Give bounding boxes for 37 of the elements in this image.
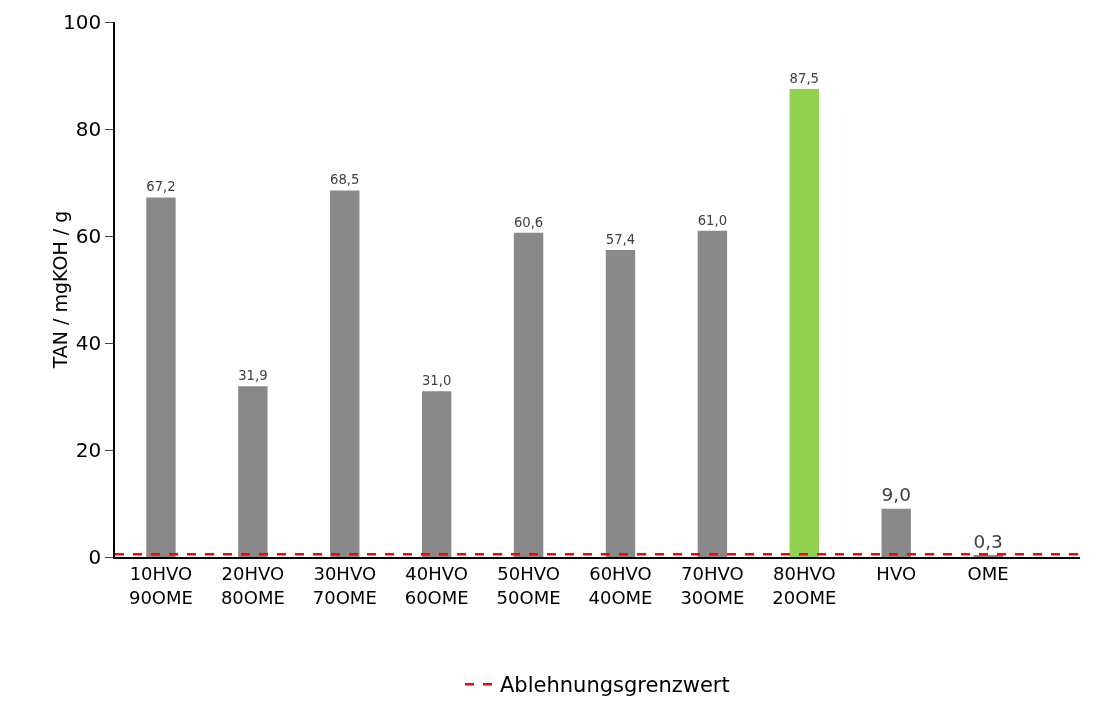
x-tick-label: 70HVO 30OME <box>680 563 745 608</box>
x-tick-label: 50HVO 50OME <box>496 563 561 608</box>
bar <box>238 386 268 557</box>
data-label: 68,5 <box>330 172 360 188</box>
bar <box>330 190 360 557</box>
y-tick-label: 100 <box>63 10 102 34</box>
data-label: 31,0 <box>421 373 452 389</box>
data-label: 61,0 <box>697 212 728 228</box>
data-label: 9,0 <box>881 484 911 506</box>
y-tick-label: 0 <box>88 545 102 569</box>
bar <box>881 508 911 557</box>
bar <box>513 232 544 557</box>
x-tick-label: 40HVO 60OME <box>404 563 469 608</box>
legend-label: Ablehnungsgrenzwert <box>500 673 730 698</box>
x-tick-label: 30HVO 70OME <box>312 563 377 608</box>
data-label: 57,4 <box>605 231 636 247</box>
x-tick-label: 80HVO 20OME <box>772 563 837 608</box>
y-axis-title: TAN / mgKOH / g <box>48 210 71 370</box>
bar <box>697 230 728 557</box>
bar <box>421 391 452 557</box>
bar <box>605 249 636 557</box>
y-tick-label: 40 <box>75 331 102 355</box>
x-tick-label: 20HVO 80OME <box>220 563 285 608</box>
bar <box>146 197 176 557</box>
data-label: 67,2 <box>146 179 176 195</box>
data-label: 87,5 <box>789 70 819 86</box>
y-tick-label: 60 <box>75 224 102 248</box>
data-label: 31,9 <box>238 368 268 384</box>
y-tick-label: 20 <box>75 438 102 462</box>
data-label: 60,6 <box>513 214 544 230</box>
bar <box>789 88 819 557</box>
x-tick-label: 10HVO 90OME <box>128 563 193 608</box>
data-label: 0,3 <box>973 530 1003 552</box>
x-tick-label: OME <box>967 563 1009 585</box>
x-tick-label: 60HVO 40OME <box>588 563 653 608</box>
y-tick-label: 80 <box>75 117 102 141</box>
x-tick-label: HVO <box>876 563 917 585</box>
